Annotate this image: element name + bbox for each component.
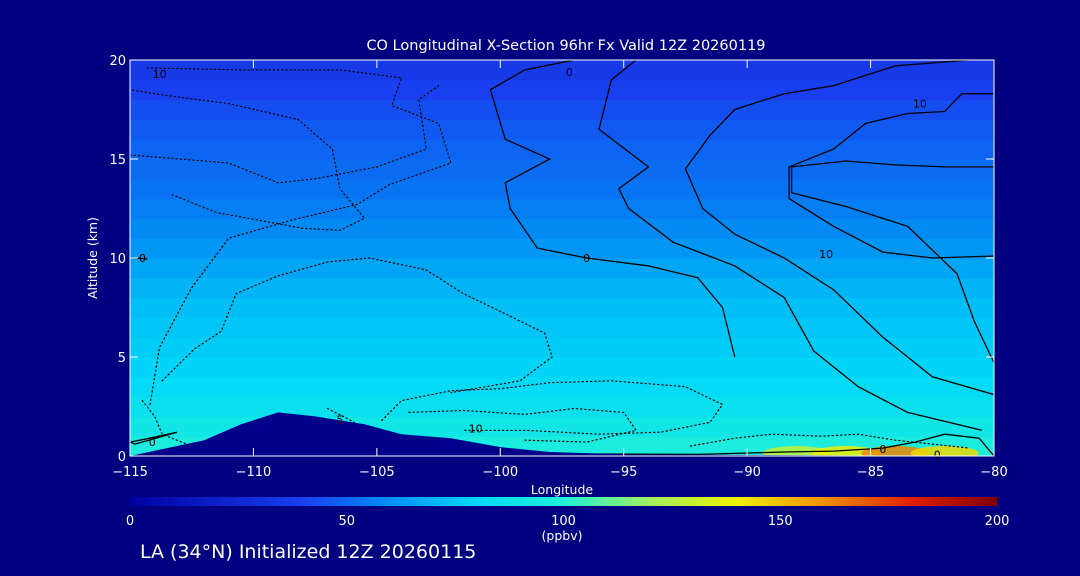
field-band [130, 277, 994, 299]
contour-line-solid [130, 431, 178, 445]
x-tick-label: −90 [733, 465, 760, 480]
field-band [130, 258, 994, 279]
initialization-caption: LA (34°N) Initialized 12Z 20260115 [140, 541, 477, 563]
x-axis-ticks: −115 −110 −105 −100 −95 −90 −85 −80 [112, 60, 1008, 480]
field-band [130, 159, 994, 180]
contour-line-dotted [161, 257, 553, 394]
contour-line-dotted [130, 85, 440, 184]
contour-label: 10 [153, 68, 167, 81]
contour-line-dotted [141, 400, 193, 447]
field-band [130, 198, 994, 219]
terrain-silhouette [130, 412, 994, 456]
chart-title: CO Longitudinal X-Section 96hr Fx Valid … [366, 38, 765, 54]
y-axis-label: Altitude (km) [85, 217, 100, 299]
contour-line-solid [788, 93, 994, 259]
field-band [130, 337, 994, 358]
surface-co-maximum [910, 446, 979, 456]
colorbar-tick-label: 150 [768, 514, 793, 529]
contour-label: 10 [913, 98, 927, 111]
contour-label: 0 [583, 252, 590, 265]
field-band [130, 99, 994, 120]
contour-label: 0 [879, 443, 886, 456]
field-band [130, 297, 994, 318]
contour-line-dotted [146, 67, 452, 408]
x-tick-label: −105 [359, 465, 395, 480]
colorbar-tick-label: 100 [551, 514, 576, 529]
contour-line-dotted [381, 380, 724, 435]
contour-line-solid [598, 60, 982, 431]
colorbar [130, 497, 997, 506]
contour-label: 0 [934, 448, 941, 461]
field-band [130, 396, 994, 417]
contour-label: 10 [819, 248, 833, 261]
x-tick-label: −110 [236, 465, 272, 480]
field-band [130, 317, 994, 338]
colorbar-units-label: (ppbv) [542, 528, 583, 543]
contour-line-dotted [689, 433, 970, 449]
colorbar-ticks: 0 50 100 150 200 [126, 514, 1010, 529]
y-tick-label: 20 [109, 54, 126, 69]
contour-line-dotted [326, 407, 358, 425]
y-tick-label: 5 [118, 351, 126, 366]
y-axis-ticks: 0 5 10 15 20 [109, 54, 994, 465]
contour-line-dotted [130, 89, 366, 231]
x-tick-label: −95 [610, 465, 637, 480]
y-tick-label: 10 [109, 252, 126, 267]
contour-line-solid [574, 433, 994, 456]
field-band [130, 376, 994, 398]
contour-label: 5 [336, 413, 343, 426]
x-tick-label: −100 [482, 465, 518, 480]
x-tick-label: −115 [112, 465, 148, 480]
x-tick-label: −85 [857, 465, 884, 480]
field-band [130, 218, 994, 239]
contour-line-solid [790, 160, 994, 364]
field-band [130, 178, 994, 200]
contour-label: 0 [566, 66, 573, 79]
field-band [130, 238, 994, 259]
x-axis-label: Longitude [531, 482, 593, 497]
field-band [130, 60, 994, 81]
contour-line-solid [489, 60, 736, 358]
contour-label: 10 [469, 422, 483, 435]
contour-label: 0 [149, 436, 156, 449]
field-band [130, 79, 994, 101]
y-tick-label: 15 [109, 153, 126, 168]
contour-line-dotted [408, 407, 638, 443]
x-tick-label: −80 [980, 465, 1007, 480]
colorbar-tick-label: 200 [985, 514, 1010, 529]
co-concentration-field [130, 60, 994, 456]
colorbar-tick-label: 0 [126, 514, 134, 529]
contour-labels: 0 0 10 10 0 0 0 0 10 10 5 [139, 66, 941, 462]
field-band [130, 357, 994, 378]
field-band [130, 139, 994, 160]
contour-lines [130, 60, 994, 456]
contour-label: 0 [139, 252, 146, 265]
colorbar-tick-label: 50 [338, 514, 355, 529]
field-band [130, 119, 994, 140]
y-tick-label: 0 [118, 450, 126, 465]
contour-line-solid [684, 60, 994, 396]
